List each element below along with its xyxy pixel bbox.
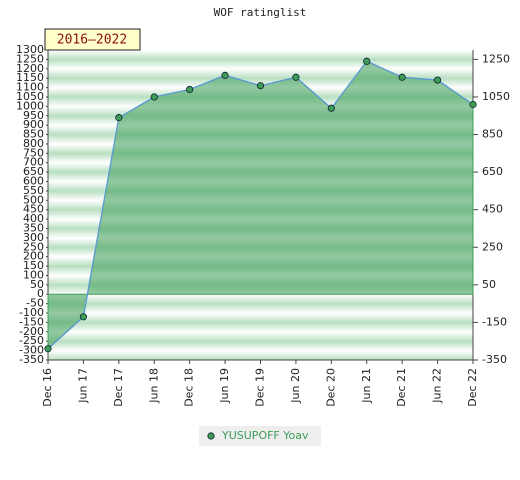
point bbox=[292, 73, 300, 81]
x-tick-label: Dec 20 bbox=[324, 368, 337, 407]
y2-tick-label: 50 bbox=[482, 278, 496, 291]
y2-tick-label: -150 bbox=[482, 315, 507, 328]
y-tick-label: -100 bbox=[19, 306, 44, 319]
y-tick-label: 850 bbox=[23, 128, 44, 141]
y-tick-label: -50 bbox=[26, 297, 44, 310]
point bbox=[186, 85, 194, 94]
y-tick-label: -350 bbox=[19, 353, 44, 366]
y-tick-label: 650 bbox=[23, 165, 44, 178]
y-tick-label: 1300 bbox=[16, 43, 44, 56]
y-tick-label: 550 bbox=[23, 184, 44, 197]
y-tick-label: 150 bbox=[23, 259, 44, 272]
point bbox=[433, 76, 442, 84]
y-tick-label: 50 bbox=[30, 278, 44, 291]
y-tick-label: 300 bbox=[23, 231, 44, 244]
y-tick-label: -250 bbox=[19, 334, 44, 347]
y-tick-label: 1100 bbox=[16, 81, 44, 94]
point bbox=[44, 345, 52, 353]
x-tick-label: Dec 21 bbox=[395, 368, 408, 407]
point bbox=[327, 104, 335, 112]
y2-tick-label: 1050 bbox=[482, 90, 510, 103]
point bbox=[469, 100, 477, 109]
y-tick-label: -300 bbox=[19, 344, 44, 357]
x-tick-label: Jun 17 bbox=[76, 368, 89, 404]
y-tick-label: 700 bbox=[23, 156, 44, 169]
y2-tick-label: 450 bbox=[482, 203, 503, 216]
chart-title: WOF ratinglist bbox=[214, 6, 307, 19]
x-tick-label: Dec 22 bbox=[466, 368, 479, 407]
point bbox=[150, 93, 158, 101]
legend-label: YUSUPOFF Yoav bbox=[221, 429, 309, 442]
y2-tick-label: 1250 bbox=[482, 52, 510, 65]
y-tick-label: 1250 bbox=[16, 52, 44, 65]
point bbox=[256, 82, 265, 90]
y-tick-label: 750 bbox=[23, 146, 44, 159]
y-tick-label: 500 bbox=[23, 193, 44, 206]
point bbox=[398, 73, 406, 81]
y-tick-label: 200 bbox=[23, 250, 44, 263]
y-tick-label: 100 bbox=[23, 268, 44, 281]
x-tick-label: Jun 22 bbox=[431, 368, 444, 404]
legend-box bbox=[199, 426, 321, 446]
badge-box bbox=[44, 28, 141, 51]
x-tick-label: Jun 19 bbox=[218, 368, 231, 404]
y-tick-label: 800 bbox=[23, 137, 44, 150]
y-tick-label: 1050 bbox=[16, 90, 44, 103]
badge: 2016–2022 bbox=[57, 33, 127, 48]
y2-tick-label: -350 bbox=[482, 353, 507, 366]
y-tick-label: -150 bbox=[19, 315, 44, 328]
y-tick-label: 0 bbox=[37, 287, 44, 300]
x-tick-label: Jun 21 bbox=[360, 368, 373, 404]
point bbox=[221, 71, 229, 79]
y2-tick-label: 850 bbox=[482, 128, 503, 141]
y-tick-label: 600 bbox=[23, 175, 44, 188]
y-tick-label: -200 bbox=[19, 325, 44, 338]
x-tick-label: Jun 20 bbox=[289, 368, 302, 404]
y-tick-label: 400 bbox=[23, 212, 44, 225]
y2-tick-label: 650 bbox=[482, 165, 503, 178]
y-tick-label: 250 bbox=[23, 240, 44, 253]
x-tick-label: Dec 16 bbox=[41, 368, 54, 407]
x-tick-label: Dec 18 bbox=[183, 368, 196, 407]
point bbox=[115, 114, 123, 122]
x-tick-label: Dec 17 bbox=[112, 368, 125, 407]
y-tick-label: 900 bbox=[23, 118, 44, 131]
legend-marker bbox=[207, 432, 215, 440]
y-tick-label: 1150 bbox=[16, 71, 44, 84]
point bbox=[79, 313, 88, 321]
y2-tick-label: 250 bbox=[482, 240, 503, 253]
y-tick-label: 1200 bbox=[16, 62, 44, 75]
x-tick-label: Dec 19 bbox=[254, 368, 267, 407]
y-tick-label: 450 bbox=[23, 203, 44, 216]
y-tick-label: 950 bbox=[23, 109, 44, 122]
y-tick-label: 1000 bbox=[16, 99, 44, 112]
point bbox=[363, 57, 371, 65]
x-tick-label: Jun 18 bbox=[147, 368, 160, 404]
y-tick-label: 350 bbox=[23, 221, 44, 234]
